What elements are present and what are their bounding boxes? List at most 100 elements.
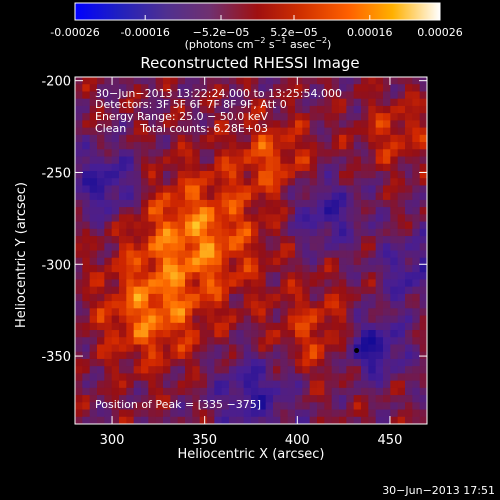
heatmap-cell bbox=[273, 98, 281, 107]
heatmap-cell bbox=[221, 192, 230, 201]
heatmap-cell bbox=[324, 199, 333, 208]
heatmap-cell bbox=[170, 134, 179, 143]
heatmap-cell bbox=[243, 228, 252, 237]
heatmap-cell bbox=[185, 395, 193, 403]
heatmap-cell bbox=[405, 84, 413, 92]
heatmap-cell bbox=[317, 214, 325, 222]
heatmap-cell bbox=[302, 178, 311, 186]
heatmap-cell bbox=[265, 409, 274, 418]
heatmap-cell bbox=[155, 134, 164, 143]
heatmap-cell bbox=[170, 178, 179, 186]
heatmap-cell bbox=[265, 207, 274, 215]
heatmap-cell bbox=[111, 243, 120, 251]
heatmap-cell bbox=[317, 337, 325, 345]
heatmap-cell bbox=[192, 185, 201, 194]
heatmap-cell bbox=[89, 84, 98, 92]
heatmap-cell bbox=[199, 127, 208, 136]
heatmap-cell bbox=[258, 105, 267, 114]
heatmap-cell bbox=[126, 373, 135, 382]
heatmap-cell bbox=[280, 330, 289, 338]
heatmap-cell bbox=[375, 293, 384, 302]
heatmap-cell bbox=[390, 344, 399, 353]
heatmap-cell bbox=[141, 149, 149, 157]
heatmap-cell bbox=[258, 98, 267, 107]
heatmap-cell bbox=[375, 113, 384, 121]
heatmap-cell bbox=[214, 402, 223, 410]
heatmap-cell bbox=[361, 395, 369, 403]
heatmap-cell bbox=[383, 279, 391, 288]
heatmap-cell bbox=[324, 351, 333, 360]
heatmap-cell bbox=[163, 98, 171, 107]
heatmap-cell bbox=[148, 178, 157, 186]
heatmap-cell bbox=[331, 84, 340, 92]
heatmap-cell bbox=[155, 358, 164, 367]
heatmap-cell bbox=[229, 120, 237, 129]
heatmap-cell bbox=[361, 91, 369, 100]
heatmap-cell bbox=[317, 322, 325, 331]
heatmap-cell bbox=[243, 127, 252, 136]
heatmap-cell bbox=[339, 358, 347, 367]
heatmap-cell bbox=[346, 416, 355, 425]
heatmap-cell bbox=[141, 272, 149, 280]
heatmap-cell bbox=[141, 221, 149, 230]
heatmap-cell bbox=[405, 358, 413, 367]
heatmap-cell bbox=[163, 308, 171, 316]
heatmap-cell bbox=[141, 163, 149, 172]
heatmap-cell bbox=[243, 170, 252, 179]
heatmap-cell bbox=[163, 142, 171, 150]
x-tick-label: 400 bbox=[285, 433, 310, 448]
heatmap-cell bbox=[412, 308, 421, 316]
heatmap-cell bbox=[243, 98, 252, 107]
heatmap-cell bbox=[119, 402, 127, 410]
heatmap-cell bbox=[119, 156, 127, 165]
heatmap-cell bbox=[258, 409, 267, 418]
heatmap-cell bbox=[236, 301, 245, 309]
heatmap-cell bbox=[346, 221, 355, 230]
heatmap-cell bbox=[375, 199, 384, 208]
heatmap-cell bbox=[170, 257, 179, 266]
heatmap-cell bbox=[405, 199, 413, 208]
heatmap-cell bbox=[207, 149, 215, 157]
heatmap-cell bbox=[148, 207, 157, 215]
heatmap-cell bbox=[141, 199, 149, 208]
heatmap-cell bbox=[361, 264, 369, 273]
heatmap-cell bbox=[346, 279, 355, 288]
heatmap-cell bbox=[221, 127, 230, 136]
heatmap-cell bbox=[155, 120, 164, 129]
heatmap-cell bbox=[265, 387, 274, 396]
heatmap-cell bbox=[104, 221, 113, 230]
heatmap-cell bbox=[104, 105, 113, 114]
heatmap-cell bbox=[251, 105, 259, 114]
heatmap-cell bbox=[141, 301, 149, 309]
heatmap-cell bbox=[251, 228, 259, 237]
heatmap-cell bbox=[383, 84, 391, 92]
heatmap-cell bbox=[295, 416, 303, 425]
heatmap-cell bbox=[148, 358, 157, 367]
heatmap-cell bbox=[368, 185, 377, 194]
heatmap-cell bbox=[243, 358, 252, 367]
heatmap-cell bbox=[280, 416, 289, 425]
heatmap-cell bbox=[229, 156, 237, 165]
heatmap-cell bbox=[353, 228, 362, 237]
heatmap-cell bbox=[119, 199, 127, 208]
heatmap-cell bbox=[126, 257, 135, 266]
heatmap-cell bbox=[111, 214, 120, 222]
heatmap-cell bbox=[390, 105, 399, 114]
colorbar-unit-label: (photons cm−2 s−1 asec−2) bbox=[185, 36, 332, 51]
heatmap-cell bbox=[111, 402, 120, 410]
heatmap-cell bbox=[280, 264, 289, 273]
heatmap-cell bbox=[368, 156, 377, 165]
heatmap-cell bbox=[317, 185, 325, 194]
heatmap-cell bbox=[89, 395, 98, 403]
heatmap-cell bbox=[148, 416, 157, 425]
heatmap-cell bbox=[331, 322, 340, 331]
heatmap-cell bbox=[353, 199, 362, 208]
annotation-time: 30−Jun−2013 13:22:24.000 to 13:25:54.000 bbox=[95, 87, 342, 100]
heatmap-cell bbox=[141, 409, 149, 418]
heatmap-cell bbox=[353, 380, 362, 389]
heatmap-cell bbox=[97, 257, 105, 266]
heatmap-cell bbox=[97, 127, 105, 136]
heatmap-cell bbox=[368, 105, 377, 114]
heatmap-cell bbox=[375, 192, 384, 201]
heatmap-cell bbox=[309, 228, 318, 237]
